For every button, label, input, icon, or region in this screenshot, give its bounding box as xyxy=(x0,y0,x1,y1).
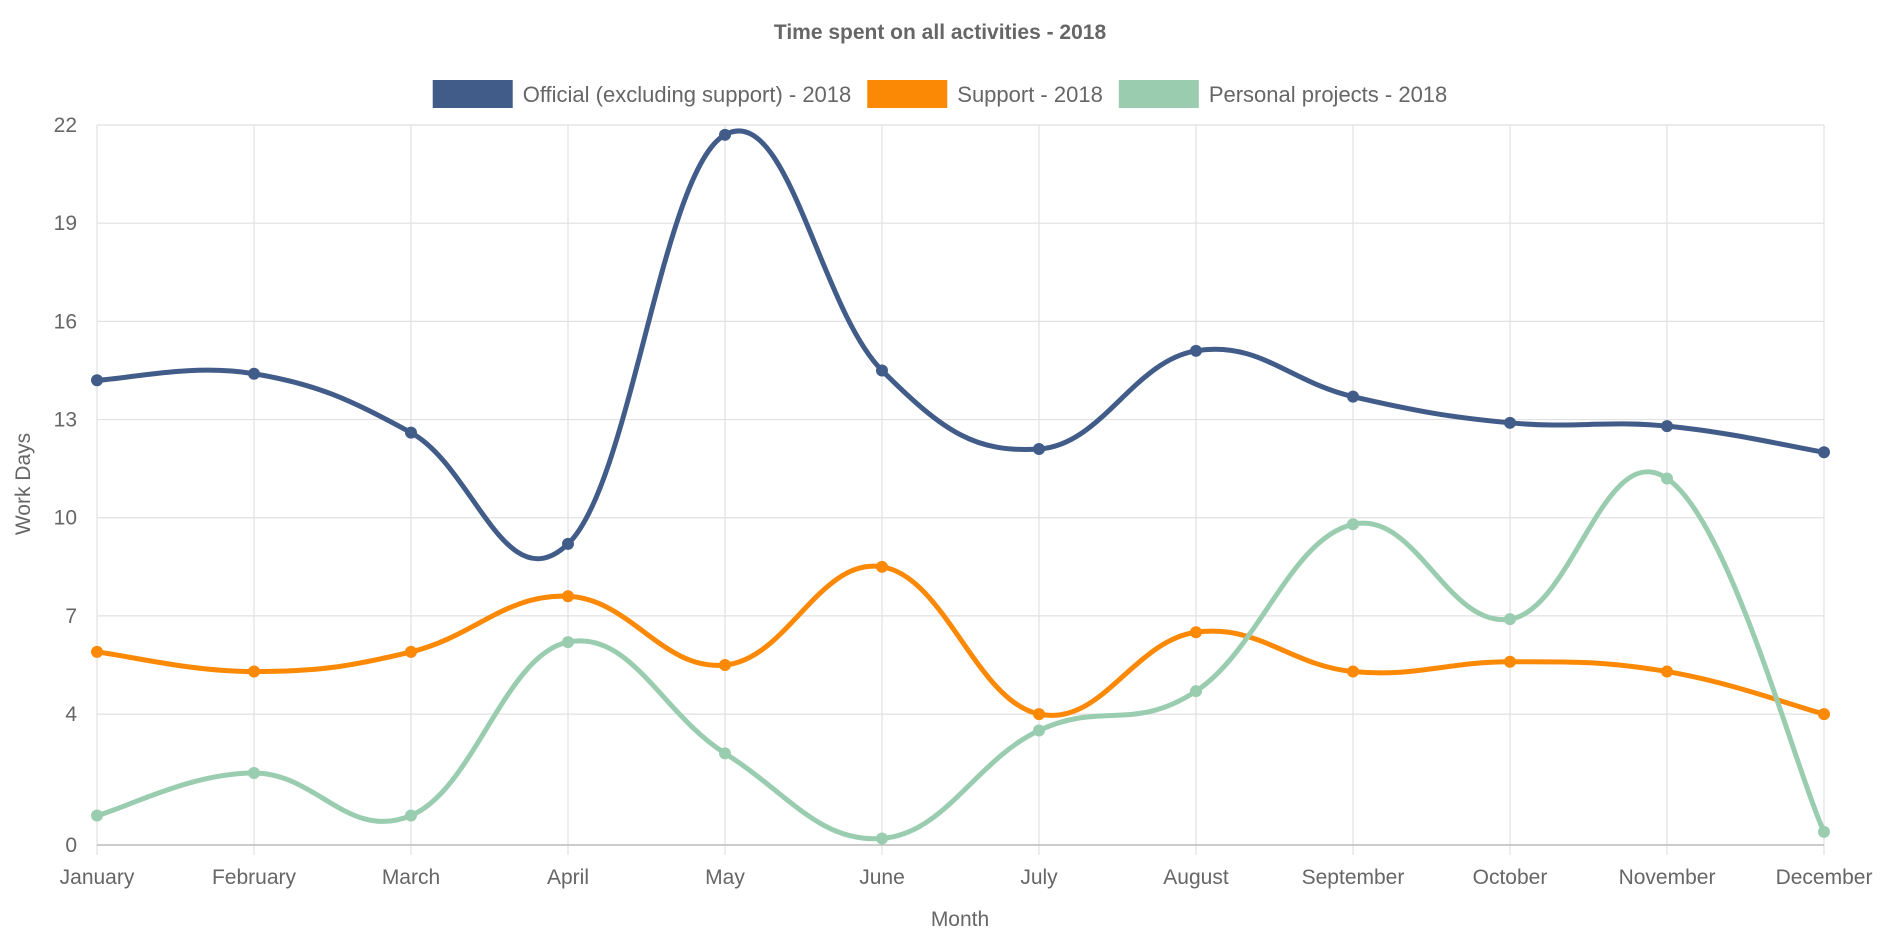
data-point[interactable] xyxy=(1818,446,1830,459)
data-point[interactable] xyxy=(1347,390,1359,403)
chart-title: Time spent on all activities - 2018 xyxy=(774,21,1107,44)
data-point[interactable] xyxy=(1190,626,1202,639)
series-line xyxy=(94,128,1827,562)
data-point[interactable] xyxy=(1033,708,1045,721)
data-point[interactable] xyxy=(562,590,574,603)
x-tick-label: November xyxy=(1619,866,1716,889)
data-point[interactable] xyxy=(91,374,103,387)
data-point[interactable] xyxy=(91,645,103,658)
data-point[interactable] xyxy=(719,659,731,671)
legend-item[interactable]: Official (excluding support) - 2018 xyxy=(432,80,852,108)
series-0 xyxy=(91,128,1830,562)
series-group xyxy=(91,128,1830,845)
legend-item[interactable]: Personal projects - 2018 xyxy=(1118,80,1447,108)
series-2 xyxy=(91,469,1830,845)
data-point[interactable] xyxy=(248,665,260,678)
legend-item[interactable]: Support - 2018 xyxy=(867,80,1103,108)
x-tick-label: December xyxy=(1776,866,1873,889)
data-point[interactable] xyxy=(1347,665,1359,678)
series-line xyxy=(94,469,1827,842)
data-point[interactable] xyxy=(562,636,574,649)
x-tick-label: July xyxy=(1020,866,1058,889)
legend-swatch xyxy=(867,80,948,108)
data-point[interactable] xyxy=(876,560,888,573)
data-point[interactable] xyxy=(405,645,417,658)
x-tick-label: June xyxy=(859,866,905,889)
y-tick-label: 19 xyxy=(54,212,77,235)
x-axis-title: Month xyxy=(931,908,989,931)
data-point[interactable] xyxy=(1504,613,1516,626)
y-tick-label: 10 xyxy=(54,507,77,530)
y-axis-ticks: 0 4 7 10 13 16 19 22 xyxy=(54,114,78,857)
y-tick-label: 0 xyxy=(65,834,77,857)
data-point[interactable] xyxy=(719,747,731,760)
y-tick-label: 16 xyxy=(54,310,77,333)
data-point[interactable] xyxy=(876,832,888,845)
data-point[interactable] xyxy=(1033,724,1045,737)
data-point[interactable] xyxy=(405,426,417,439)
data-point[interactable] xyxy=(1818,825,1830,838)
data-point[interactable] xyxy=(1190,344,1202,357)
data-point[interactable] xyxy=(248,767,260,779)
legend-label: Support - 2018 xyxy=(957,82,1103,107)
data-point[interactable] xyxy=(1661,472,1673,485)
x-tick-label: May xyxy=(705,866,745,889)
x-tick-label: September xyxy=(1302,866,1405,889)
x-tick-label: March xyxy=(382,866,440,889)
data-point[interactable] xyxy=(91,809,103,822)
data-point[interactable] xyxy=(405,809,417,822)
legend-label: Official (excluding support) - 2018 xyxy=(523,82,852,107)
data-point[interactable] xyxy=(248,367,260,380)
data-point[interactable] xyxy=(1818,708,1830,721)
x-tick-label: October xyxy=(1473,866,1548,889)
x-tick-label: August xyxy=(1163,866,1229,889)
grid xyxy=(96,124,1825,855)
legend-swatch xyxy=(1118,80,1199,108)
data-point[interactable] xyxy=(1033,443,1045,455)
x-tick-label: April xyxy=(547,866,589,889)
data-point[interactable] xyxy=(1661,420,1673,433)
data-point[interactable] xyxy=(1504,416,1516,429)
y-tick-label: 7 xyxy=(65,605,77,628)
data-point[interactable] xyxy=(562,537,574,550)
data-point[interactable] xyxy=(1661,665,1673,678)
x-tick-label: January xyxy=(60,866,135,889)
data-point[interactable] xyxy=(1347,518,1359,531)
data-point[interactable] xyxy=(1504,655,1516,668)
legend: Official (excluding support) - 2018 Suppo… xyxy=(432,80,1447,108)
x-axis-ticks: January February March April May June July Augu… xyxy=(60,866,1873,889)
y-tick-label: 22 xyxy=(54,114,77,137)
legend-swatch xyxy=(432,80,513,108)
y-tick-label: 13 xyxy=(54,409,77,432)
x-tick-label: February xyxy=(212,866,297,889)
y-tick-label: 4 xyxy=(65,703,77,726)
series-1 xyxy=(91,560,1830,721)
series-line xyxy=(94,563,1827,718)
y-axis-title: Work Days xyxy=(12,433,35,535)
legend-label: Personal projects - 2018 xyxy=(1209,82,1447,107)
data-point[interactable] xyxy=(1190,685,1202,698)
data-point[interactable] xyxy=(876,364,888,377)
data-point[interactable] xyxy=(719,128,731,141)
